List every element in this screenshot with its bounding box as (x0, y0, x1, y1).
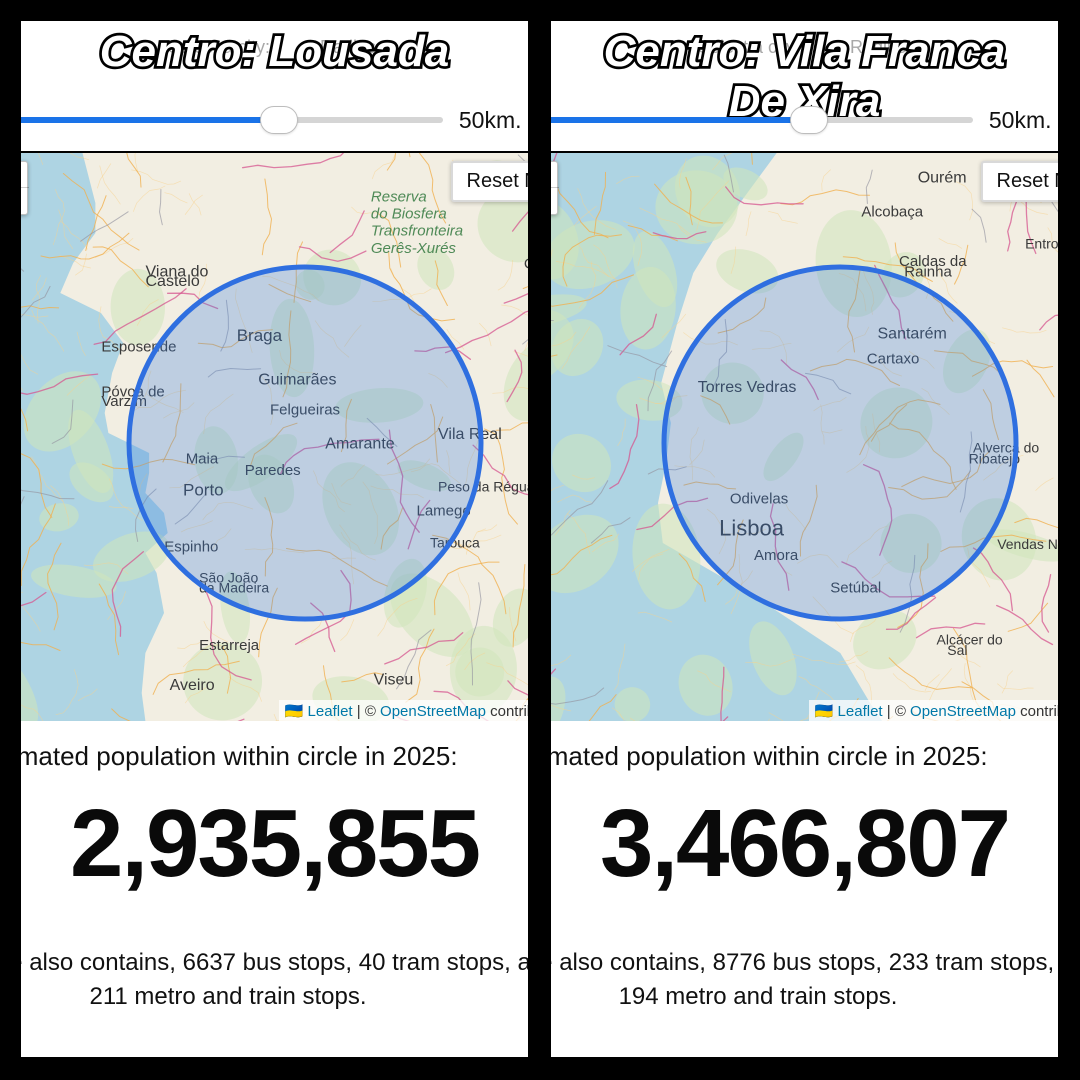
svg-text:Vendas Novas: Vendas Novas (997, 536, 1058, 552)
svg-text:Aveiro: Aveiro (169, 677, 214, 694)
svg-text:Entroncamento: Entroncamento (1025, 236, 1058, 252)
svg-text:Transfronteira: Transfronteira (370, 223, 462, 240)
svg-text:Reserva: Reserva (370, 188, 426, 205)
svg-text:Castelo: Castelo (145, 273, 199, 290)
svg-text:Rainha: Rainha (904, 264, 952, 281)
svg-text:Sal: Sal (947, 642, 967, 658)
svg-text:Ourém: Ourém (917, 170, 966, 187)
svg-text:Viseu: Viseu (373, 672, 413, 689)
svg-text:Alcobaça: Alcobaça (861, 203, 923, 220)
svg-text:Gerês-Xurés: Gerês-Xurés (370, 240, 456, 257)
svg-text:do Biosfera: do Biosfera (370, 206, 446, 223)
svg-text:Estarreja: Estarreja (199, 637, 260, 654)
svg-text:Chaves: Chaves (523, 256, 528, 273)
